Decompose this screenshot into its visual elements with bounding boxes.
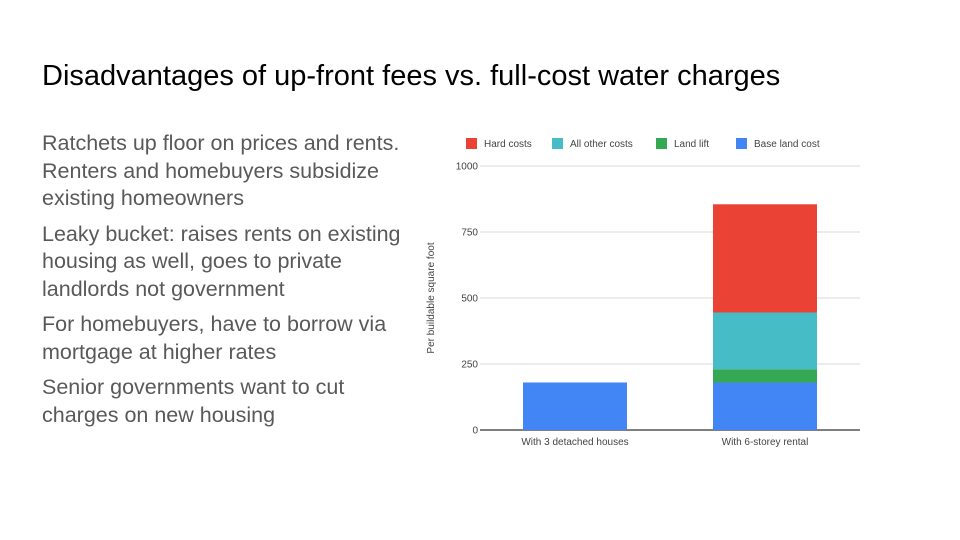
legend-label: Land lift [674, 139, 709, 150]
bullet-item: Leaky bucket: raises rents on existing h… [42, 221, 401, 301]
legend-swatch [736, 138, 747, 149]
legend-swatch [552, 138, 563, 149]
x-tick-label: With 3 detached houses [521, 437, 628, 448]
y-tick-label: 250 [461, 360, 478, 371]
bar-segment [713, 369, 817, 383]
bar-segment [523, 382, 627, 430]
legend-label: All other costs [570, 139, 633, 150]
y-tick-label: 750 [461, 228, 478, 239]
bar-segment [713, 382, 817, 430]
bar-segment [713, 312, 817, 370]
bullet-item: For homebuyers, have to borrow via mortg… [42, 312, 387, 364]
bullet-list: Ratchets up floor on prices and rents. R… [42, 130, 412, 437]
bar-segment [713, 204, 817, 313]
chart-canvas: 0 250 500 750 1000 Per buildable square foot W… [426, 138, 860, 448]
legend-label: Hard costs [484, 139, 532, 150]
y-axis-label: Per buildable square foot [426, 242, 437, 353]
stacked-bar-chart: 0 250 500 750 1000 Per buildable square foot W… [418, 126, 878, 456]
legend-label: Base land cost [754, 139, 820, 150]
bullet-item: Ratchets up floor on prices and rents. R… [42, 131, 400, 210]
y-tick-label: 1000 [456, 162, 479, 173]
bullet-item: Senior governments want to cut charges o… [42, 375, 345, 427]
x-tick-label: With 6-storey rental [722, 437, 809, 448]
slide-title: Disadvantages of up-front fees vs. full-… [42, 60, 781, 92]
y-tick-label: 0 [472, 426, 478, 437]
y-tick-label: 500 [461, 294, 478, 305]
legend-swatch [466, 138, 477, 149]
legend-swatch [656, 138, 667, 149]
